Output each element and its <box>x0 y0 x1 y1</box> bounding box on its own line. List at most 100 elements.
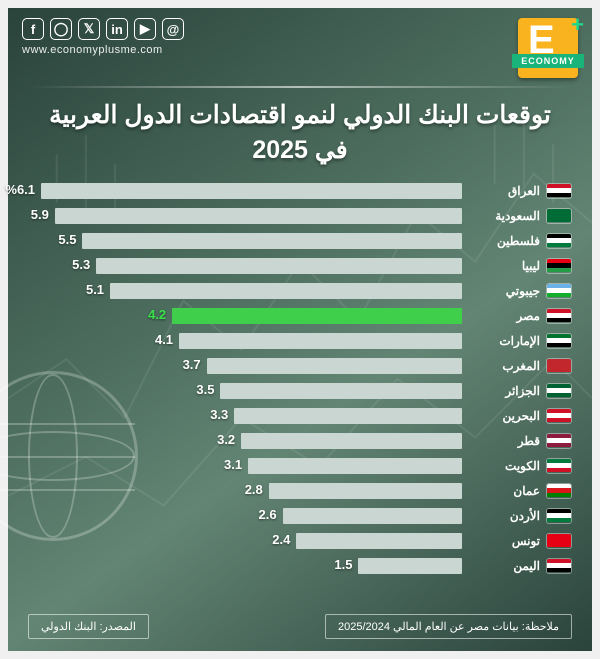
bar-wrap: 2.4 <box>28 533 462 549</box>
bar-wrap: 3.1 <box>28 458 462 474</box>
chart-row: ليبيا 5.3 <box>28 253 572 278</box>
chart-row: اليمن 1.5 <box>28 553 572 578</box>
footer: ملاحظة: بيانات مصر عن العام المالي 2025/… <box>28 614 572 639</box>
country-label: قطر <box>468 434 540 448</box>
facebook-icon: f <box>22 18 44 40</box>
chart-row: عمان 2.8 <box>28 478 572 503</box>
chart-row: مصر 4.2 <box>28 303 572 328</box>
bar-value: 4.2 <box>148 307 166 322</box>
bar-value: 3.1 <box>224 457 242 472</box>
country-flag-icon <box>546 533 572 549</box>
bar-value: 5.5 <box>58 232 76 247</box>
bar-wrap: 5.3 <box>28 258 462 274</box>
country-flag-icon <box>546 358 572 374</box>
chart-row: الأردن 2.6 <box>28 503 572 528</box>
bar-wrap: 5.1 <box>28 283 462 299</box>
country-flag-icon <box>546 233 572 249</box>
chart-row: العراق%6.1 <box>28 178 572 203</box>
logo-band: ECONOMY <box>512 54 584 68</box>
youtube-icon: ▶ <box>134 18 156 40</box>
bar-wrap: 2.8 <box>28 483 462 499</box>
bar <box>96 258 462 274</box>
chart-row: الإمارات 4.1 <box>28 328 572 353</box>
country-flag-icon <box>546 308 572 324</box>
bar-wrap: 3.3 <box>28 408 462 424</box>
country-label: العراق <box>468 184 540 198</box>
chart-row: فلسطين5.5 <box>28 228 572 253</box>
bar-wrap: 5.5 <box>28 233 462 249</box>
chart-row: السعودية 5.9 <box>28 203 572 228</box>
country-label: ليبيا <box>468 259 540 273</box>
bar-wrap: 2.6 <box>28 508 462 524</box>
infographic-title: توقعات البنك الدولي لنمو اقتصادات الدول … <box>8 88 592 174</box>
bar <box>172 308 462 324</box>
country-flag-icon <box>546 508 572 524</box>
footer-note: ملاحظة: بيانات مصر عن العام المالي 2025/… <box>325 614 572 639</box>
bar-wrap: 3.5 <box>28 383 462 399</box>
country-flag-icon <box>546 483 572 499</box>
logo-plus: + <box>571 12 584 38</box>
country-flag-icon <box>546 433 572 449</box>
footer-source: المصدر: البنك الدولي <box>28 614 149 639</box>
chart-row: الجزائر 3.5 <box>28 378 572 403</box>
country-flag-icon <box>546 283 572 299</box>
country-flag-icon <box>546 458 572 474</box>
country-label: اليمن <box>468 559 540 573</box>
instagram-icon: ◯ <box>50 18 72 40</box>
bar <box>234 408 462 424</box>
bar <box>241 433 462 449</box>
country-label: تونس <box>468 534 540 548</box>
bar-value: 1.5 <box>334 557 352 572</box>
bar-value: 3.5 <box>196 382 214 397</box>
bar-value: %6.1 <box>5 182 35 197</box>
bar-value: 5.9 <box>31 207 49 222</box>
chart-row: قطر 3.2 <box>28 428 572 453</box>
country-flag-icon <box>546 408 572 424</box>
country-flag-icon <box>546 333 572 349</box>
country-label: الأردن <box>468 509 540 523</box>
chart-row: الكويت3.1 <box>28 453 572 478</box>
bar <box>269 483 462 499</box>
chart-row: تونس 2.4 <box>28 528 572 553</box>
country-flag-icon <box>546 258 572 274</box>
threads-icon: @ <box>162 18 184 40</box>
bar <box>207 358 462 374</box>
country-label: الجزائر <box>468 384 540 398</box>
bar-wrap: 3.7 <box>28 358 462 374</box>
country-label: الإمارات <box>468 334 540 348</box>
bar-value: 5.3 <box>72 257 90 272</box>
brand-logo: + E ECONOMY <box>518 18 578 78</box>
bar-wrap: 3.2 <box>28 433 462 449</box>
bar-value: 2.4 <box>272 532 290 547</box>
bar <box>220 383 462 399</box>
country-flag-icon <box>546 183 572 199</box>
country-flag-icon <box>546 383 572 399</box>
bar <box>283 508 462 524</box>
bar <box>55 208 462 224</box>
country-label: مصر <box>468 309 540 323</box>
bar <box>110 283 462 299</box>
bar <box>82 233 462 249</box>
bar <box>248 458 462 474</box>
chart-row: جيبوتي 5.1 <box>28 278 572 303</box>
chart-row: المغرب 3.7 <box>28 353 572 378</box>
bar-value: 3.7 <box>183 357 201 372</box>
social-icons-row: f ◯ 𝕏 in ▶ @ <box>22 18 184 40</box>
bar-value: 2.8 <box>245 482 263 497</box>
website-url: www.economyplusme.com <box>22 44 184 56</box>
chart-row: البحرين3.3 <box>28 403 572 428</box>
bar-value: 2.6 <box>259 507 277 522</box>
country-label: جيبوتي <box>468 284 540 298</box>
bar-wrap: 1.5 <box>28 558 462 574</box>
country-flag-icon <box>546 558 572 574</box>
bar-value: 3.2 <box>217 432 235 447</box>
bar-value: 4.1 <box>155 332 173 347</box>
bar-value: 5.1 <box>86 282 104 297</box>
twitter-icon: 𝕏 <box>78 18 100 40</box>
country-label: عمان <box>468 484 540 498</box>
bar <box>296 533 462 549</box>
bar <box>358 558 462 574</box>
country-label: المغرب <box>468 359 540 373</box>
bar-wrap: 5.9 <box>28 208 462 224</box>
country-label: السعودية <box>468 209 540 223</box>
